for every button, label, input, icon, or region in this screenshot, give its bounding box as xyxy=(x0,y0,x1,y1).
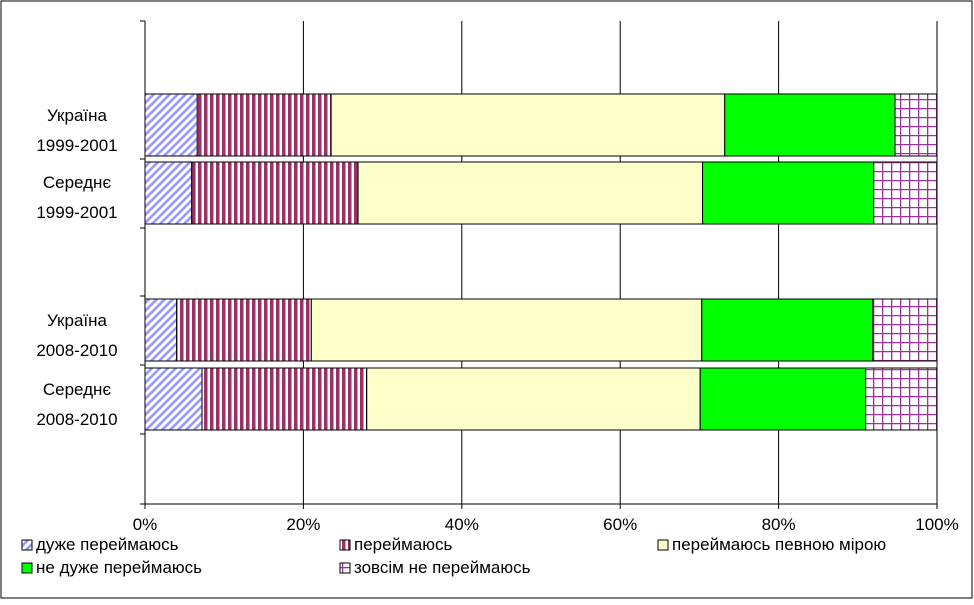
bar-segment xyxy=(894,93,938,157)
axes xyxy=(140,20,938,509)
bar-segment xyxy=(196,93,332,157)
category-labels: Україна 1999-2001 Середнє 1999-2001 Україна 2… xyxy=(36,106,117,429)
bar-segment xyxy=(699,367,867,431)
legend-label: не дуже переймаюсь xyxy=(36,558,202,577)
bars xyxy=(144,93,938,431)
bar-segment xyxy=(330,93,726,157)
plot-area xyxy=(145,21,937,504)
bar-segment xyxy=(144,367,203,431)
bar-segment xyxy=(873,161,938,225)
legend: дуже переймаюсь переймаюсь переймаюсь певн… xyxy=(21,535,886,577)
category-label: 1999-2001 xyxy=(36,136,117,155)
bar-segment xyxy=(191,161,359,225)
bar-segment xyxy=(176,298,312,362)
x-tick-label: 100% xyxy=(915,515,958,534)
legend-swatch xyxy=(339,539,351,551)
bar-segment xyxy=(701,298,874,362)
tick-labels: 0% 20% 40% 60% 80% 100% xyxy=(133,515,959,534)
x-tick-label: 20% xyxy=(286,515,320,534)
bar-segment xyxy=(366,367,701,431)
x-tick-label: 40% xyxy=(445,515,479,534)
category-label: Середнє xyxy=(43,173,112,192)
x-tick-label: 80% xyxy=(762,515,796,534)
bar-segment xyxy=(872,298,938,362)
x-tick-label: 0% xyxy=(133,515,158,534)
legend-swatch xyxy=(21,539,33,551)
bar-segment xyxy=(310,298,703,362)
category-label: Україна xyxy=(47,106,107,125)
legend-label: зовсім не переймаюсь xyxy=(354,558,531,577)
bar-segment xyxy=(144,161,193,225)
category-label: 1999-2001 xyxy=(36,203,117,222)
bar-segment xyxy=(865,367,938,431)
legend-swatch xyxy=(21,562,33,574)
category-label: 2008-2010 xyxy=(36,341,117,360)
bar-segment xyxy=(201,367,368,431)
legend-swatch xyxy=(339,562,351,574)
legend-swatch xyxy=(657,539,669,551)
legend-label: переймаюсь xyxy=(354,535,452,554)
bar-segment xyxy=(144,93,198,157)
bar-segment xyxy=(357,161,704,225)
bar-segment xyxy=(144,298,178,362)
legend-label: дуже переймаюсь xyxy=(36,535,179,554)
bar-segment xyxy=(702,161,875,225)
legend-label: переймаюсь певною мірою xyxy=(672,535,886,554)
category-label: Середнє xyxy=(43,380,112,399)
category-label: 2008-2010 xyxy=(36,410,117,429)
category-label: Україна xyxy=(47,311,107,330)
bar-segment xyxy=(724,93,896,157)
x-tick-label: 60% xyxy=(603,515,637,534)
